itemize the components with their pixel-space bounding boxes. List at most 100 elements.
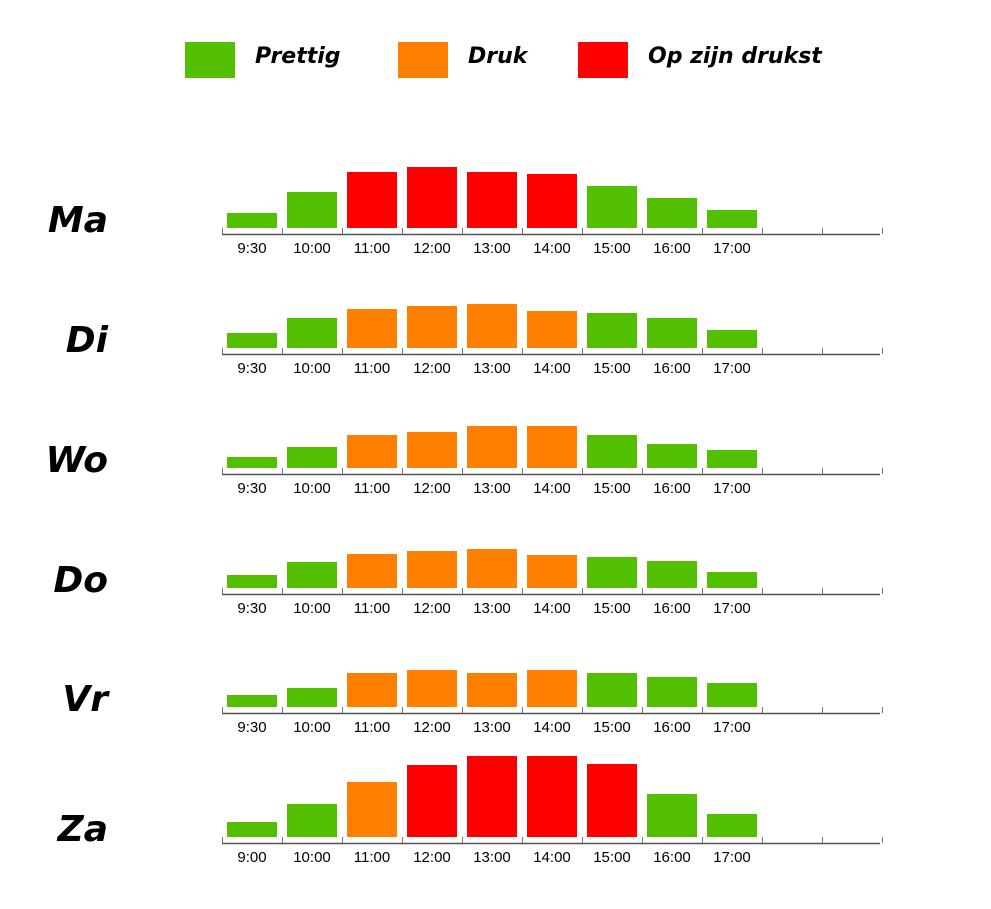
tick-label-di-0: 9:30 — [237, 360, 266, 377]
tick-label-do-4: 13:00 — [473, 600, 511, 617]
bar-ma-3 — [407, 167, 457, 228]
bar-wo-4 — [467, 426, 517, 468]
bar-wo-3 — [407, 432, 457, 468]
tick-label-di-1: 10:00 — [293, 360, 331, 377]
tick-label-ma-0: 9:30 — [237, 240, 266, 257]
tick-label-di-7: 16:00 — [653, 360, 691, 377]
tick-label-vr-0: 9:30 — [237, 719, 266, 736]
bar-ma-0 — [227, 213, 277, 228]
tick-label-wo-0: 9:30 — [237, 480, 266, 497]
day-label-di: Di — [66, 320, 109, 361]
tick-label-ma-4: 13:00 — [473, 240, 511, 257]
legend-label-druk: Druk — [468, 44, 528, 69]
bar-di-3 — [407, 306, 457, 348]
tick-label-ma-1: 10:00 — [293, 240, 331, 257]
tick-label-do-2: 11:00 — [354, 600, 390, 617]
tick-label-za-3: 12:00 — [413, 849, 451, 866]
tick-label-wo-3: 12:00 — [413, 480, 451, 497]
bar-do-4 — [467, 549, 517, 588]
bar-do-1 — [287, 562, 337, 588]
tick-label-za-5: 14:00 — [533, 849, 571, 866]
bar-za-6 — [587, 764, 637, 837]
bar-di-6 — [587, 313, 637, 348]
tick-label-wo-8: 17:00 — [713, 480, 751, 497]
bar-vr-7 — [647, 677, 697, 707]
bar-di-2 — [347, 309, 397, 348]
tick-label-wo-5: 14:00 — [533, 480, 571, 497]
tick-label-ma-3: 12:00 — [413, 240, 451, 257]
tick-label-za-2: 11:00 — [354, 849, 390, 866]
tick-label-vr-5: 14:00 — [533, 719, 571, 736]
bar-za-2 — [347, 782, 397, 837]
tick-label-za-7: 16:00 — [653, 849, 691, 866]
tick-label-vr-3: 12:00 — [413, 719, 451, 736]
bar-vr-3 — [407, 670, 457, 707]
bar-wo-0 — [227, 457, 277, 468]
bar-do-6 — [587, 557, 637, 588]
bar-di-4 — [467, 304, 517, 348]
bar-do-7 — [647, 561, 697, 588]
legend-swatch-prettig — [185, 42, 235, 78]
bar-za-8 — [707, 814, 757, 837]
tick-label-za-0: 9:00 — [237, 849, 266, 866]
tick-label-di-6: 15:00 — [593, 360, 631, 377]
bar-ma-7 — [647, 198, 697, 228]
day-label-wo: Wo — [46, 440, 108, 481]
bar-wo-8 — [707, 450, 757, 468]
tick-label-ma-7: 16:00 — [653, 240, 691, 257]
tick-label-wo-2: 11:00 — [354, 480, 390, 497]
tick-label-do-0: 9:30 — [237, 600, 266, 617]
bar-do-8 — [707, 572, 757, 588]
bar-za-4 — [467, 756, 517, 837]
legend-label-prettig: Prettig — [255, 44, 341, 69]
bar-za-7 — [647, 794, 697, 837]
tick-label-vr-4: 13:00 — [473, 719, 511, 736]
tick-label-za-6: 15:00 — [593, 849, 631, 866]
bar-vr-6 — [587, 673, 637, 707]
bar-ma-6 — [587, 186, 637, 228]
legend-swatch-drukst — [578, 42, 628, 78]
bar-do-0 — [227, 575, 277, 588]
bar-di-0 — [227, 333, 277, 348]
bar-ma-1 — [287, 192, 337, 228]
tick-label-di-4: 13:00 — [473, 360, 511, 377]
bar-do-3 — [407, 551, 457, 588]
bar-za-5 — [527, 756, 577, 837]
bar-ma-8 — [707, 210, 757, 228]
tick-label-di-3: 12:00 — [413, 360, 451, 377]
tick-label-ma-8: 17:00 — [713, 240, 751, 257]
tick-label-wo-1: 10:00 — [293, 480, 331, 497]
tick-label-wo-4: 13:00 — [473, 480, 511, 497]
tick-label-wo-6: 15:00 — [593, 480, 631, 497]
day-label-do: Do — [53, 560, 108, 601]
bar-za-3 — [407, 765, 457, 837]
day-label-vr: Vr — [62, 679, 110, 720]
tick-label-do-7: 16:00 — [653, 600, 691, 617]
tick-label-wo-7: 16:00 — [653, 480, 691, 497]
tick-label-di-8: 17:00 — [713, 360, 751, 377]
bar-vr-1 — [287, 688, 337, 707]
bar-vr-4 — [467, 673, 517, 707]
legend-swatch-druk — [398, 42, 448, 78]
tick-label-za-1: 10:00 — [293, 849, 331, 866]
tick-label-ma-5: 14:00 — [533, 240, 571, 257]
bar-za-0 — [227, 822, 277, 837]
bar-vr-0 — [227, 695, 277, 707]
bar-di-1 — [287, 318, 337, 348]
tick-label-ma-2: 11:00 — [354, 240, 390, 257]
tick-label-do-3: 12:00 — [413, 600, 451, 617]
tick-label-vr-1: 10:00 — [293, 719, 331, 736]
legend-label-drukst: Op zijn drukst — [648, 44, 822, 69]
tick-label-do-6: 15:00 — [593, 600, 631, 617]
tick-label-do-5: 14:00 — [533, 600, 571, 617]
tick-label-do-8: 17:00 — [713, 600, 751, 617]
legend: Prettig Druk Op zijn drukst — [0, 0, 991, 100]
tick-label-za-8: 17:00 — [713, 849, 751, 866]
tick-label-di-2: 11:00 — [354, 360, 390, 377]
bar-wo-1 — [287, 447, 337, 468]
bar-di-5 — [527, 311, 577, 348]
tick-label-vr-2: 11:00 — [354, 719, 390, 736]
bar-ma-2 — [347, 172, 397, 228]
bar-wo-7 — [647, 444, 697, 468]
